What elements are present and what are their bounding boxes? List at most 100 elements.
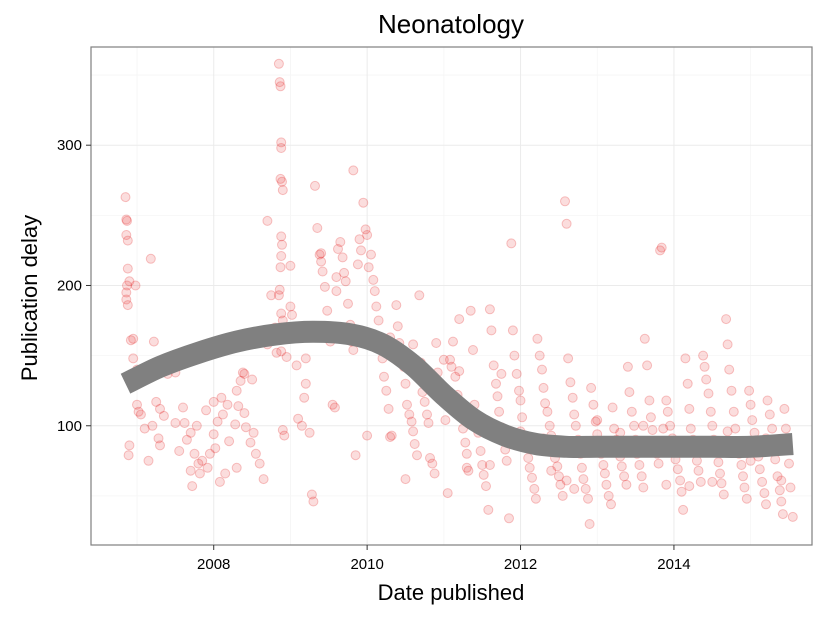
data-point (501, 455, 512, 466)
data-point (314, 249, 325, 260)
data-point (201, 405, 212, 416)
y-tick-label: 300 (57, 137, 82, 154)
data-point (661, 395, 672, 406)
data-point (319, 281, 330, 292)
data-point (222, 399, 233, 410)
y-axis-title: Publication delay (17, 215, 42, 381)
data-point (546, 465, 557, 476)
data-point (569, 409, 580, 420)
data-point (606, 499, 616, 510)
data-point (427, 458, 438, 469)
data-point (262, 215, 273, 226)
data-point (707, 476, 718, 487)
data-point (400, 378, 411, 389)
data-point (494, 406, 505, 417)
data-point (780, 423, 791, 434)
data-point (460, 437, 471, 448)
data-point (329, 402, 340, 413)
data-point (423, 418, 434, 428)
data-point (699, 361, 710, 372)
data-point (379, 371, 389, 382)
data-point (655, 245, 666, 256)
data-point (524, 462, 535, 473)
data-point (561, 475, 572, 486)
data-point (276, 308, 287, 319)
data-point (245, 437, 256, 448)
data-point (563, 353, 574, 364)
data-point (621, 479, 632, 490)
x-tick-label: 2010 (350, 556, 383, 573)
data-point (204, 448, 215, 459)
data-point (730, 423, 741, 434)
data-point (475, 446, 486, 456)
data-point (381, 385, 392, 396)
data-point (787, 511, 798, 522)
data-point (308, 496, 319, 507)
data-point (682, 378, 693, 389)
data-point (431, 338, 442, 348)
data-point (276, 346, 287, 357)
data-point (402, 399, 412, 410)
data-point (214, 476, 225, 487)
data-point (454, 314, 465, 325)
data-point (139, 423, 150, 434)
data-point (335, 237, 346, 247)
data-point (122, 300, 133, 311)
data-point (277, 239, 287, 250)
data-point (120, 192, 131, 203)
data-point (762, 395, 773, 406)
data-point (291, 360, 302, 371)
data-point (362, 430, 373, 441)
data-point (208, 429, 219, 440)
data-point (759, 488, 770, 499)
data-point (523, 453, 534, 463)
data-point (170, 418, 181, 428)
data-point (185, 465, 196, 476)
data-point (537, 364, 547, 375)
data-point (386, 430, 397, 441)
data-point (191, 420, 202, 431)
data-point (764, 409, 775, 420)
data-point (721, 314, 732, 325)
data-point (570, 420, 581, 431)
data-point (739, 482, 750, 493)
data-point (122, 215, 132, 226)
data-point (239, 408, 250, 419)
data-point (726, 385, 737, 396)
data-point (285, 301, 296, 312)
data-point (392, 321, 403, 332)
data-point (713, 457, 724, 468)
data-point (557, 490, 568, 501)
data-point (153, 433, 164, 444)
data-point (145, 253, 156, 264)
data-point (678, 504, 689, 515)
data-point (576, 462, 587, 473)
data-point (197, 455, 208, 466)
data-point (461, 462, 472, 473)
data-point (609, 423, 620, 434)
data-point (409, 439, 420, 449)
data-point (343, 298, 353, 309)
data-point (745, 399, 756, 410)
data-point (744, 385, 755, 396)
data-point (741, 493, 752, 504)
data-point (675, 475, 686, 486)
data-point (454, 366, 465, 377)
data-point (488, 360, 499, 371)
data-point (438, 354, 449, 365)
data-point (408, 339, 419, 350)
data-point (248, 427, 259, 438)
data-point (722, 426, 733, 437)
data-point (601, 479, 612, 490)
smooth-trend-line (120, 320, 794, 459)
data-point (774, 485, 785, 496)
data-point (122, 280, 132, 291)
data-point (598, 460, 609, 470)
data-point (274, 284, 285, 295)
data-point (514, 385, 524, 396)
data-point (629, 420, 640, 431)
data-point (461, 448, 472, 459)
data-point (366, 249, 376, 260)
data-point (583, 493, 593, 504)
data-point (624, 387, 635, 398)
